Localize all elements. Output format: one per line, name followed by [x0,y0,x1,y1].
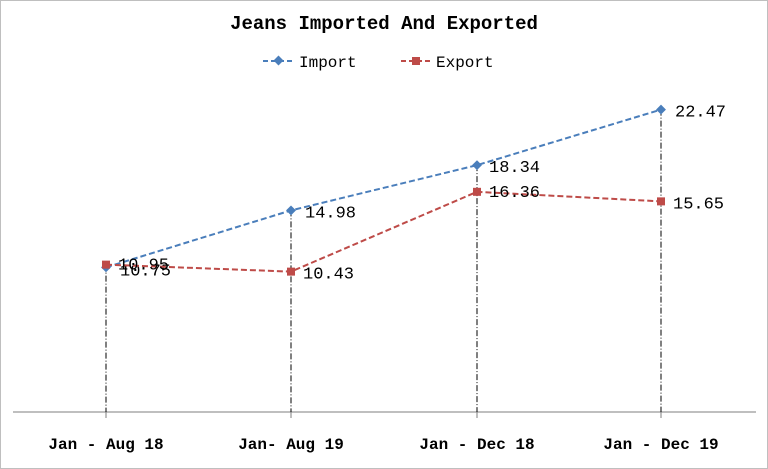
data-label: 16.36 [489,184,540,203]
series-line [105,190,662,273]
x-tick-labels: Jan - Aug 18 Jan- Aug 19 Jan - Dec 18 Jan -… [48,412,719,454]
data-label: 10.75 [120,262,171,281]
legend: Import Export [263,54,494,72]
series-import: 10.75 14.98 18.34 22.47 [101,104,726,281]
data-label: 15.65 [673,195,724,214]
legend-export-label: Export [436,54,494,72]
chart-title: Jeans Imported And Exported [230,13,538,35]
data-label: 18.34 [489,159,540,178]
series-export: 10.95 10.43 16.36 15.65 [102,184,724,285]
data-label: 10.43 [303,266,354,285]
x-tick-label: Jan - Dec 18 [419,436,534,454]
series-layer: 10.75 14.98 18.34 22.47 10.95 10.43 16.36 15.65 [101,104,726,285]
data-point [102,260,110,269]
legend-import-label: Import [299,54,357,72]
data-point [473,187,481,196]
series-line [105,108,662,269]
data-point [287,267,295,276]
x-tick-label: Jan - Dec 19 [603,436,718,454]
data-label: 10.95 [118,257,169,276]
data-point [657,197,665,206]
data-point [286,205,296,216]
data-label: 14.98 [305,204,356,223]
x-tick-label: Jan- Aug 19 [238,436,344,454]
legend-item-export: Export [401,54,494,72]
data-point [656,104,666,115]
drop-lines [105,109,662,412]
legend-import-marker [273,55,284,66]
legend-export-marker [412,57,420,65]
legend-item-import: Import [263,54,357,72]
x-tick-label: Jan - Aug 18 [48,436,163,454]
data-label: 22.47 [675,104,726,123]
data-point [472,160,482,171]
